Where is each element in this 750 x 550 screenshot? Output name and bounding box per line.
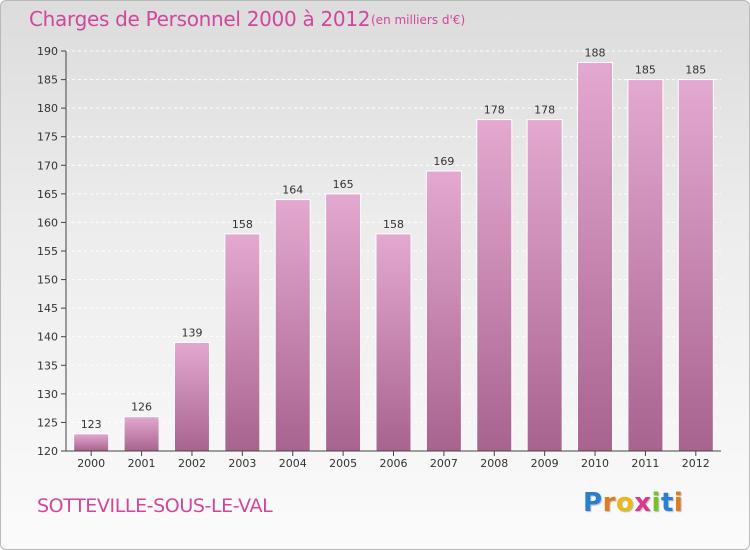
data-label-2001: 126 xyxy=(131,401,152,414)
data-label-2008: 178 xyxy=(484,104,505,117)
bar-2000 xyxy=(73,433,110,452)
x-tick-label-2010: 2010 xyxy=(581,457,609,470)
x-tick-label-2000: 2000 xyxy=(77,457,105,470)
y-tick-label: 150 xyxy=(37,274,58,287)
data-label-2010: 188 xyxy=(585,46,606,59)
bar-2008 xyxy=(476,119,513,452)
logo-letter: x xyxy=(634,488,652,518)
x-tick-label-2001: 2001 xyxy=(128,457,156,470)
y-tick-label: 170 xyxy=(37,159,58,172)
x-tick-label-2011: 2011 xyxy=(631,457,659,470)
data-label-2011: 185 xyxy=(635,64,656,77)
bar-2004 xyxy=(274,199,311,452)
y-tick-label: 155 xyxy=(37,245,58,258)
bar-2001 xyxy=(123,416,160,452)
bar-2005 xyxy=(325,193,362,452)
x-tick-label-2009: 2009 xyxy=(531,457,559,470)
bar-2003 xyxy=(224,233,261,452)
bar-2009 xyxy=(526,119,563,452)
logo-letter: i xyxy=(673,488,684,518)
y-tick-label: 145 xyxy=(37,302,58,315)
bar-2010 xyxy=(577,61,614,452)
x-tick-label-2002: 2002 xyxy=(178,457,206,470)
data-label-2002: 139 xyxy=(181,326,202,339)
y-tick-label: 140 xyxy=(37,331,58,344)
x-tick-label-2004: 2004 xyxy=(279,457,307,470)
bar-2012 xyxy=(677,79,714,452)
data-label-2012: 185 xyxy=(685,64,706,77)
data-label-2000: 123 xyxy=(81,418,102,431)
x-tick-label-2005: 2005 xyxy=(329,457,357,470)
logo-letter: r xyxy=(602,488,616,518)
bars: 123 126 139 158 164 165 158 169 178 178 188 185 185 xyxy=(73,46,714,452)
y-tick-label: 135 xyxy=(37,359,58,372)
logo-letter: P xyxy=(583,488,603,518)
y-tick-label: 165 xyxy=(37,188,58,201)
x-tick-label-2008: 2008 xyxy=(480,457,508,470)
y-tick-label: 160 xyxy=(37,216,58,229)
y-tick-label: 120 xyxy=(37,445,58,458)
data-label-2007: 169 xyxy=(433,155,454,168)
bar-2002 xyxy=(173,341,210,452)
y-tick-label: 190 xyxy=(37,45,58,58)
bar-2007 xyxy=(425,170,462,452)
data-label-2009: 178 xyxy=(534,104,555,117)
y-tick-label: 125 xyxy=(37,416,58,429)
x-tick-label-2007: 2007 xyxy=(430,457,458,470)
data-label-2006: 158 xyxy=(383,218,404,231)
unit-note: (en milliers d'€) xyxy=(371,13,466,27)
proxiti-logo: Proxiti xyxy=(583,488,683,518)
data-label-2004: 164 xyxy=(282,184,303,197)
data-label-2005: 165 xyxy=(333,178,354,191)
y-tick-label: 175 xyxy=(37,131,58,144)
chart-title: Charges de Personnel 2000 à 2012 xyxy=(29,7,371,31)
x-tick-label-2003: 2003 xyxy=(228,457,256,470)
y-tick-label: 185 xyxy=(37,74,58,87)
logo-letter: t xyxy=(660,488,674,518)
bar-2011 xyxy=(627,79,664,452)
logo-letter: o xyxy=(615,488,635,518)
commune-name: SOTTEVILLE-SOUS-LE-VAL xyxy=(37,495,273,517)
y-tick-label: 130 xyxy=(37,388,58,401)
bar-2006 xyxy=(375,233,412,452)
x-tick-label-2006: 2006 xyxy=(380,457,408,470)
x-tick-label-2012: 2012 xyxy=(682,457,710,470)
y-tick-label: 180 xyxy=(37,102,58,115)
axes: 120 125 130 135 140 145 150 155 160 165 170 175 180 1… xyxy=(37,45,721,470)
data-label-2003: 158 xyxy=(232,218,253,231)
logo-letter: i xyxy=(651,488,661,518)
